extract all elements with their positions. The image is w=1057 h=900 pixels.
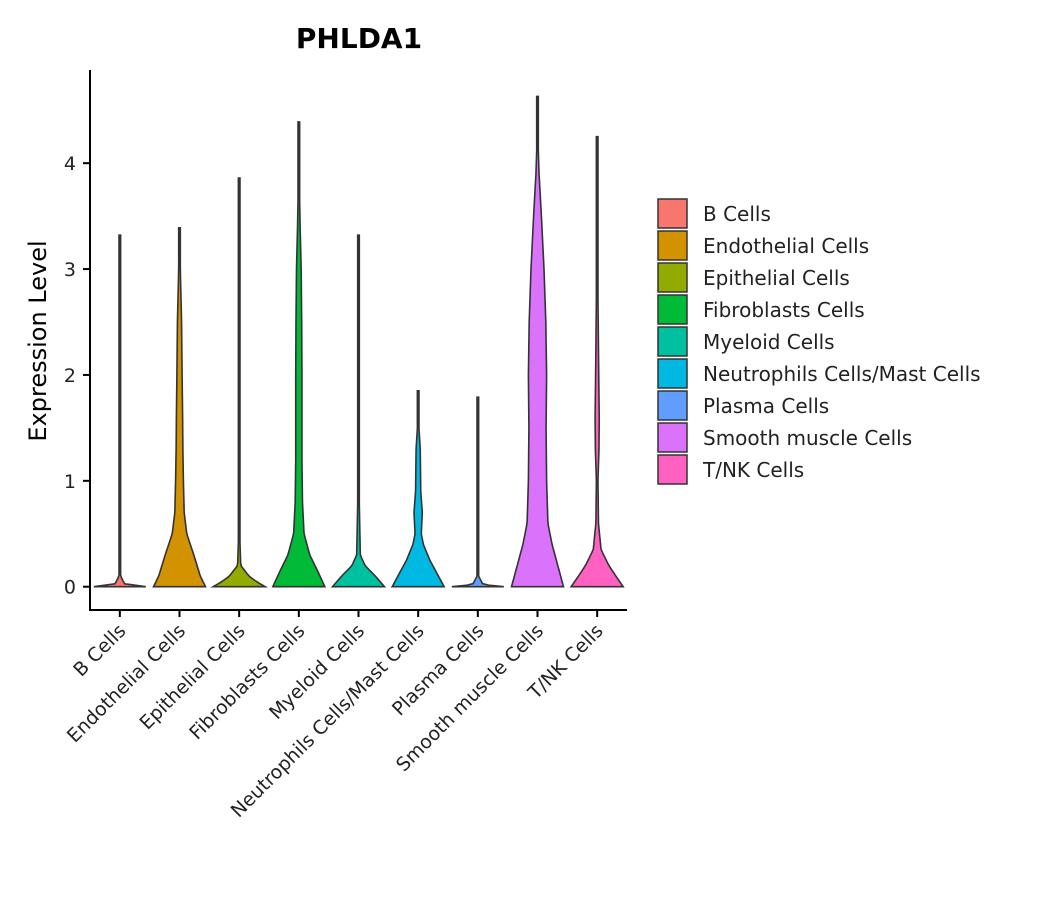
violin-8: [510, 95, 565, 588]
legend-label: Plasma Cells: [703, 394, 829, 418]
legend-swatch: [657, 262, 688, 293]
x-tick-label: Epithelial Cells: [136, 620, 250, 734]
violins-group: [93, 95, 625, 588]
y-tick-label: 1: [64, 471, 76, 493]
legend-swatch: [657, 230, 688, 261]
legend-swatch: [657, 454, 688, 485]
legend-swatch: [657, 358, 688, 389]
legend-label: Neutrophils Cells/Mast Cells: [703, 362, 981, 386]
legend-label: Endothelial Cells: [703, 234, 869, 258]
legend-label: Epithelial Cells: [703, 266, 850, 290]
legend-label: Smooth muscle Cells: [703, 426, 912, 450]
violin-7: [451, 396, 504, 588]
violin-4: [271, 121, 327, 588]
chart-title: PHLDA1: [296, 22, 422, 55]
legend-swatch: [657, 326, 688, 357]
y-tick-label: 3: [64, 259, 76, 281]
violin-9: [569, 135, 625, 588]
violin-5: [330, 234, 387, 588]
legend-label: T/NK Cells: [702, 458, 804, 482]
legend-label: Fibroblasts Cells: [703, 298, 865, 322]
legend-swatch: [657, 422, 688, 453]
y-axis-label: Expression Level: [24, 240, 52, 441]
legend-swatch: [657, 390, 688, 421]
violin-3: [210, 177, 269, 588]
violin-1: [93, 234, 146, 588]
y-tick-label: 2: [64, 365, 76, 387]
legend: B Cells Endothelial Cells Epithelial Cells…: [657, 198, 981, 485]
legend-swatch: [657, 198, 688, 229]
violin-6: [390, 390, 446, 588]
violin-2: [152, 226, 207, 588]
legend-swatch: [657, 294, 688, 325]
y-tick-label: 4: [64, 153, 76, 175]
y-tick-label: 0: [64, 577, 76, 599]
legend-label: Myeloid Cells: [703, 330, 835, 354]
legend-label: B Cells: [703, 202, 771, 226]
